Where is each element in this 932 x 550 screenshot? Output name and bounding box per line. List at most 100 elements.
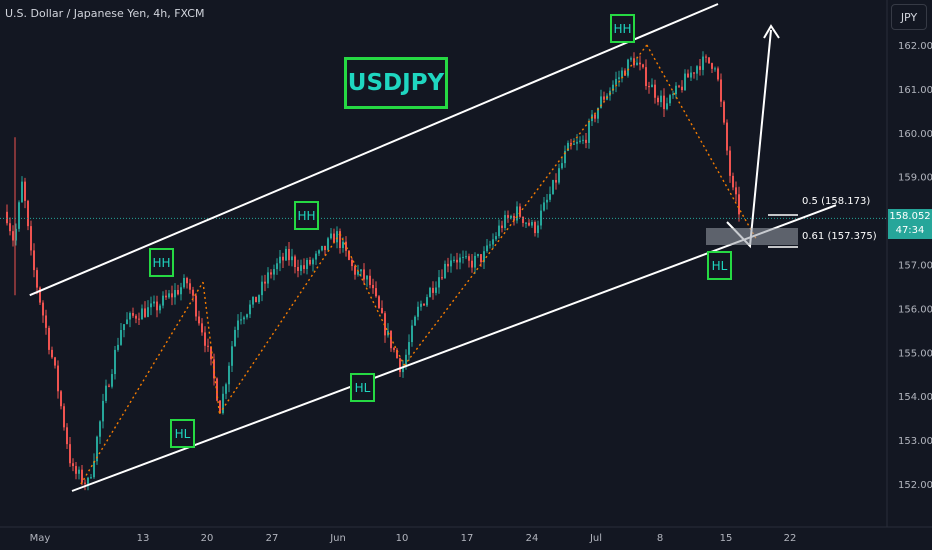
candle (696, 65, 698, 81)
fib-zone (706, 228, 798, 245)
candle-body (285, 248, 287, 261)
candle-body (348, 250, 350, 260)
current-price-tag: 158.052 47:34 (888, 209, 932, 239)
candle-body (495, 236, 497, 240)
candle-body (414, 316, 416, 326)
candle (327, 236, 329, 252)
candle-body (483, 251, 485, 263)
candle-body (141, 308, 143, 320)
candle (189, 278, 191, 294)
candle (120, 322, 122, 346)
candle-body (681, 86, 683, 91)
candle-body (234, 329, 236, 347)
candle (705, 54, 707, 63)
candle-body (228, 365, 230, 385)
candle-body (648, 86, 650, 88)
candle-body (93, 461, 95, 478)
candle-body (447, 263, 449, 267)
candle-body (528, 222, 530, 226)
time-axis-bg (0, 527, 932, 550)
candle (546, 193, 548, 210)
currency-button[interactable]: JPY (891, 4, 927, 30)
candle-body (276, 263, 278, 270)
candle-body (474, 255, 476, 268)
candle-body (213, 359, 215, 379)
price-tick-label: 161.000 (898, 85, 932, 96)
candle (135, 314, 137, 324)
candle-body (165, 295, 167, 298)
candle (492, 233, 494, 249)
candle-body (117, 344, 119, 350)
candle-body (267, 272, 269, 284)
candle-body (417, 306, 419, 317)
pattern-label-text: HL (175, 427, 191, 441)
candle-body (471, 260, 473, 268)
candle (621, 67, 623, 83)
candle (33, 243, 35, 278)
candle-body (735, 187, 737, 195)
time-tick-label: 24 (526, 533, 539, 544)
candle-body (273, 269, 275, 275)
candle-body (318, 250, 320, 254)
pattern-label-box (294, 201, 319, 230)
candle-body (723, 101, 725, 123)
candle (519, 203, 521, 218)
candle-body (99, 421, 101, 437)
candle (531, 219, 533, 228)
candle (69, 436, 71, 467)
candle (171, 285, 173, 306)
price-axis-bg (887, 0, 932, 527)
candle (240, 312, 242, 325)
candle-body (336, 231, 338, 243)
candle-body (135, 315, 137, 319)
candle (72, 458, 74, 472)
candle-body (486, 245, 488, 252)
candle-body (669, 95, 671, 104)
candle (699, 58, 701, 76)
candle (270, 269, 272, 279)
candle (381, 300, 383, 314)
candle (210, 346, 212, 366)
candle (624, 68, 626, 76)
candle (285, 246, 287, 262)
time-tick-label: May (30, 533, 51, 544)
price-axis: 162.000161.000160.000159.000158.000157.0… (886, 0, 932, 527)
candle (663, 88, 665, 117)
candle (525, 222, 527, 228)
candle (228, 362, 230, 393)
candle-body (546, 199, 548, 203)
candle-body (105, 385, 107, 401)
candle-body (696, 66, 698, 74)
candle-body (54, 357, 56, 366)
candle-body (693, 72, 695, 74)
candle (729, 146, 731, 183)
candle-body (261, 281, 263, 296)
candle-body (372, 284, 374, 289)
candle-body (711, 63, 713, 69)
time-tick-label: Jul (589, 533, 602, 544)
candle-body (243, 317, 245, 320)
candle (429, 286, 431, 298)
candle-body (480, 254, 482, 263)
candle-body (42, 302, 44, 316)
candle (387, 323, 389, 338)
candle (345, 236, 347, 257)
candle-body (264, 281, 266, 284)
candle (444, 260, 446, 279)
price-tick-label: 162.000 (898, 41, 932, 52)
candle-body (720, 79, 722, 102)
candle (138, 312, 140, 325)
time-tick-label: 27 (266, 533, 279, 544)
pattern-label: HH (149, 248, 174, 277)
candle-body (78, 469, 80, 474)
candle (213, 353, 215, 386)
candle (261, 275, 263, 302)
time-axis: May 13 20 27 Jun 10 17 24 Jul 8 15 22 (0, 526, 932, 550)
candle-body (663, 95, 665, 110)
candle (633, 52, 635, 68)
candle-body (30, 226, 32, 251)
candle-body (504, 215, 506, 228)
pattern-label: HH (294, 201, 319, 230)
candle-body (96, 436, 98, 462)
